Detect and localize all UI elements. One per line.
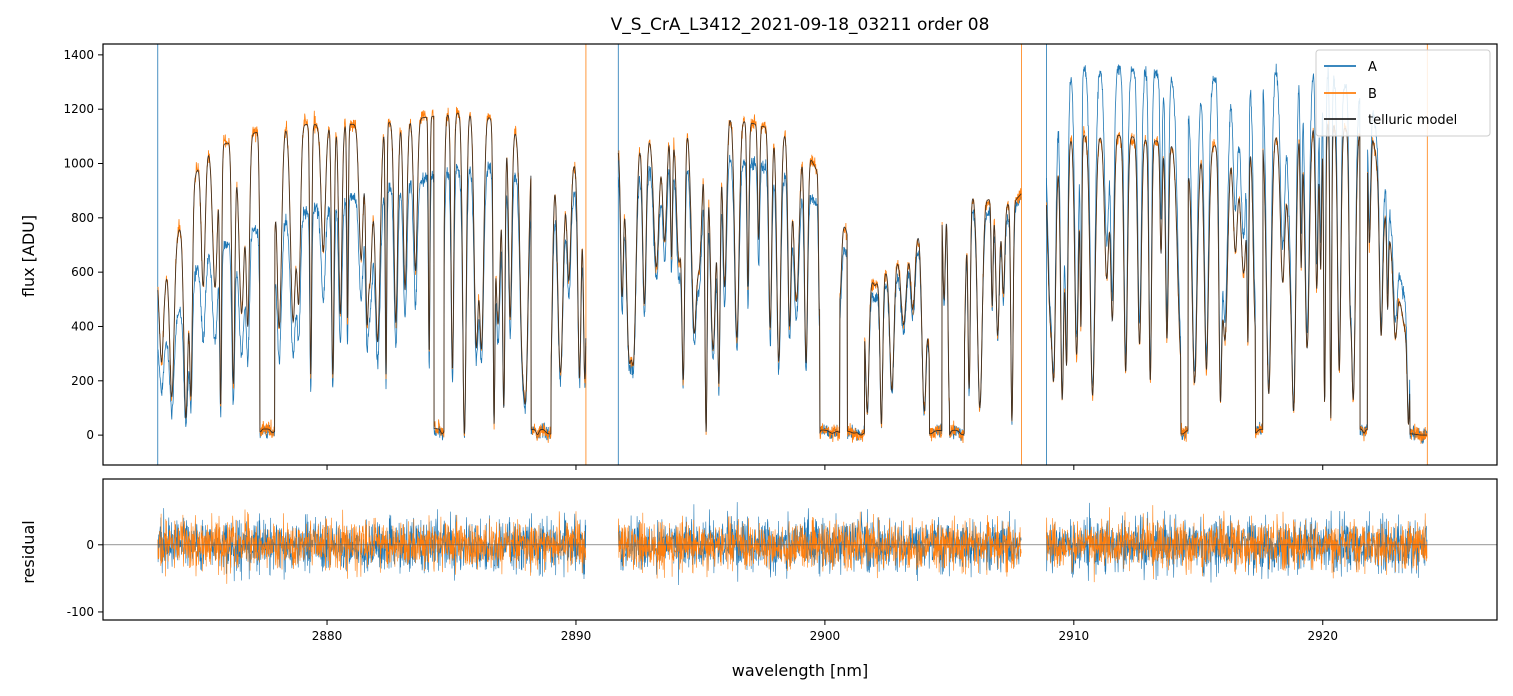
- legend: A B telluric model: [1315, 49, 1491, 137]
- y-tick-label: 0: [86, 428, 94, 442]
- residual-axes-frame: [102, 478, 1498, 621]
- residual-panel: 0 -100 2880 2890 2900 2910 2920 residual wave…: [19, 478, 1498, 680]
- flux-y-ticks: 0 200 400 600 800 1000 1200 1400: [63, 48, 103, 442]
- x-tick-label: 2920: [1307, 629, 1338, 643]
- y-tick-label: 1400: [63, 48, 94, 62]
- x-tick-label: 2890: [561, 629, 592, 643]
- flux-y-axis-label: flux [ADU]: [19, 215, 38, 297]
- flux-axes-frame: [102, 43, 1498, 466]
- residual-b-line: [157, 505, 1428, 584]
- x-tick-label: 2900: [810, 629, 841, 643]
- y-tick-label: 0: [86, 538, 94, 552]
- legend-label-a: A: [1368, 60, 1377, 75]
- legend-label-b: B: [1368, 87, 1377, 102]
- x-axis-label: wavelength [nm]: [732, 661, 869, 680]
- y-tick-label: 400: [71, 319, 94, 333]
- residual-y-ticks: 0 -100: [67, 538, 103, 619]
- legend-box: [1315, 49, 1491, 137]
- y-tick-label: 200: [71, 374, 94, 388]
- y-tick-label: 800: [71, 211, 94, 225]
- y-tick-label: -100: [67, 605, 94, 619]
- y-tick-label: 1000: [63, 157, 94, 171]
- flux-x-ticks: [326, 465, 1324, 470]
- x-tick-label: 2880: [312, 629, 343, 643]
- legend-label-telluric: telluric model: [1368, 113, 1457, 128]
- x-tick-label: 2910: [1059, 629, 1090, 643]
- residual-y-axis-label: residual: [19, 520, 38, 583]
- flux-panel: 0 200 400 600 800 1000 1200 1400 flux [ADU] A B…: [19, 43, 1498, 470]
- chart-title: V_S_CrA_L3412_2021-09-18_03211 order 08: [611, 15, 990, 35]
- residual-x-ticks: 2880 2890 2900 2910 2920: [312, 620, 1338, 643]
- telluric-model-line: [157, 112, 1427, 436]
- y-tick-label: 1200: [63, 102, 94, 116]
- y-tick-label: 600: [71, 265, 94, 279]
